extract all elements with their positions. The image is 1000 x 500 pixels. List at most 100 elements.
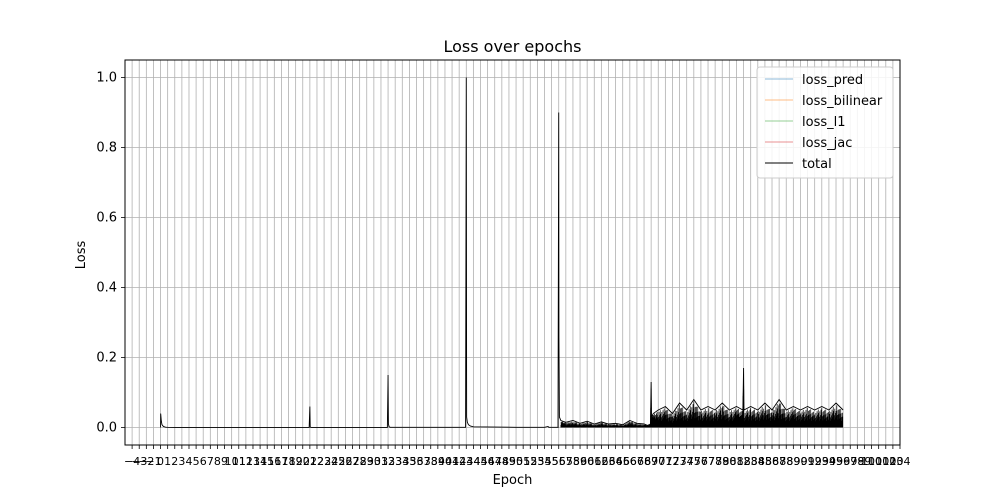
x-tick-label: 85 [758,455,772,468]
x-tick-label: 5 [193,455,200,468]
x-tick-label: 67 [630,455,644,468]
x-tick-label: 64 [609,455,623,468]
legend-label: loss_l1 [802,115,846,130]
chart-title: Loss over epochs [443,37,581,56]
x-tick-label: 79 [715,455,729,468]
x-tick-label: 99 [857,455,871,468]
x-tick-label: 8 [214,455,221,468]
x-tick-label: 30 [367,455,381,468]
x-tick-label: 101 [868,455,889,468]
x-tick-label: 1 [164,455,171,468]
y-tick-label: 0.8 [96,141,117,156]
x-tick-label: 38 [424,455,438,468]
x-tick-label: 18 [282,455,296,468]
x-tick-label: 68 [637,455,651,468]
x-tick-label: 94 [822,455,836,468]
x-tick-label: 0 [157,455,164,468]
legend-box [756,66,894,179]
x-tick-label: 78 [708,455,722,468]
x-tick-label: 65 [616,455,630,468]
x-tick-label: 53 [530,455,544,468]
x-tick-label: 104 [890,455,911,468]
x-tick-label: 77 [701,455,715,468]
x-tick-label: 54 [537,455,551,468]
x-tick-label: 10 [225,455,239,468]
x-tick-label: 91 [801,455,815,468]
x-tick-label: 41 [445,455,459,468]
x-tick-label: 22 [310,455,324,468]
x-tick-label: −2 [138,455,154,468]
x-tick-label: 82 [737,455,751,468]
x-tick-label: 39 [431,455,445,468]
x-tick-label: 35 [402,455,416,468]
x-tick-label: 88 [779,455,793,468]
x-tick-label: 87 [772,455,786,468]
x-tick-label: −1 [145,455,161,468]
legend-label: loss_pred [802,73,863,88]
y-tick-label: 1.0 [96,71,117,86]
x-tick-label: 52 [523,455,537,468]
y-tick-label: 0.6 [96,211,117,226]
x-tick-label: 72 [665,455,679,468]
x-tick-label: 36 [410,455,424,468]
x-tick-label: 37 [417,455,431,468]
x-tick-label: 103 [882,455,903,468]
x-tick-label: 31 [374,455,388,468]
series-noise-total [560,374,844,428]
x-tick-label: 96 [836,455,850,468]
x-tick-label: 56 [552,455,566,468]
x-tick-label: 89 [786,455,800,468]
axes: −4−3−2−10 1 2 3 4 5 6 7 8 91011121314151617181920… [96,59,911,468]
x-tick-label: 98 [850,455,864,468]
series-lines [160,77,844,428]
x-tick-label: 97 [843,455,857,468]
y-tick-label: 0.0 [96,421,117,436]
x-tick-label: 81 [729,455,743,468]
x-tick-label: 14 [253,455,267,468]
x-tick-label: 50 [509,455,523,468]
x-tick-label: 92 [808,455,822,468]
x-tick-label: 69 [644,455,658,468]
x-tick-label: 32 [381,455,395,468]
x-tick-label: −3 [131,455,147,468]
x-tick-label: 21 [303,455,317,468]
y-tick-label: 0.4 [96,281,117,296]
x-tick-label: 44 [466,455,480,468]
x-tick-label: 49 [502,455,516,468]
x-tick-label: 13 [246,455,260,468]
x-tick-label: 74 [680,455,694,468]
x-axis-label: Epoch [493,473,533,488]
x-tick-label: 11 [232,455,246,468]
x-tick-label: 57 [559,455,573,468]
x-tick-label: 3 [178,455,185,468]
x-tick-label: 75 [687,455,701,468]
x-tick-label: 90 [793,455,807,468]
x-tick-label: −4 [124,455,140,468]
x-tick-label: 46 [481,455,495,468]
x-tick-label: 60 [580,455,594,468]
x-tick-label: 70 [651,455,665,468]
x-tick-label: 102 [875,455,896,468]
legend-label: loss_bilinear [802,94,883,109]
x-tick-label: 9 [221,455,228,468]
x-tick-label: 26 [338,455,352,468]
x-tick-label: 86 [765,455,779,468]
x-tick-label: 93 [815,455,829,468]
x-tick-label: 45 [474,455,488,468]
x-tick-label: 16 [267,455,281,468]
x-tick-label: 83 [744,455,758,468]
x-tick-label: 48 [495,455,509,468]
x-tick-label: 61 [587,455,601,468]
x-tick-label: 62 [594,455,608,468]
x-tick-label: 20 [296,455,310,468]
x-tick-label: 43 [459,455,473,468]
x-tick-label: 73 [673,455,687,468]
x-tick-label: 100 [861,455,882,468]
legend-label: loss_jac [802,136,852,151]
x-tick-label: 19 [289,455,303,468]
x-tick-label: 34 [395,455,409,468]
x-tick-label: 2 [171,455,178,468]
series-line-total [160,77,844,428]
x-tick-label: 84 [751,455,765,468]
